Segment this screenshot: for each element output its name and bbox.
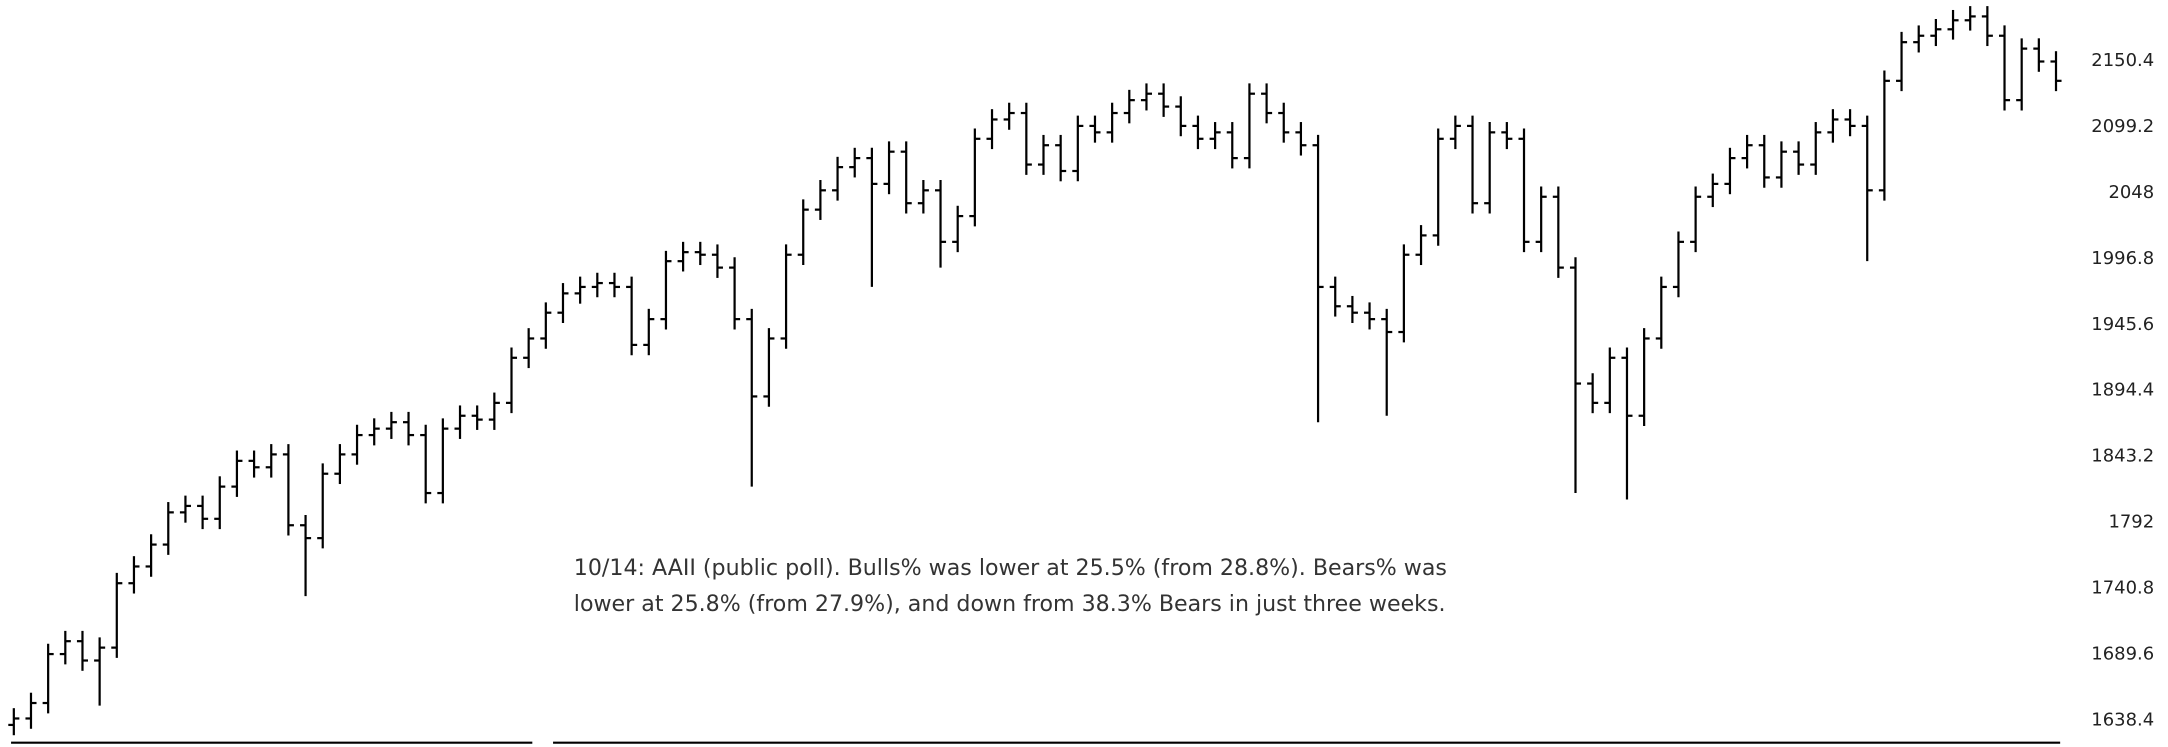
y-tick-label: 2048 (2108, 182, 2154, 203)
annotation: 10/14: AAII (public poll). Bulls% was lo… (574, 555, 1447, 581)
y-tick-label: 1689.6 (2091, 644, 2154, 665)
y-tick-label: 2099.2 (2091, 116, 2154, 137)
y-tick-label: 1945.6 (2091, 314, 2154, 335)
y-tick-label: 1792 (2108, 512, 2154, 533)
y-tick-label: 1843.2 (2091, 446, 2154, 467)
annotation: lower at 25.8% (from 27.9%), and down fr… (574, 591, 1446, 617)
y-tick-label: 1996.8 (2091, 248, 2154, 269)
y-tick-label: 1894.4 (2091, 380, 2154, 401)
y-tick-label: 1638.4 (2091, 710, 2154, 731)
y-tick-label: 1740.8 (2091, 578, 2154, 599)
y-tick-label: 2150.4 (2091, 50, 2154, 71)
